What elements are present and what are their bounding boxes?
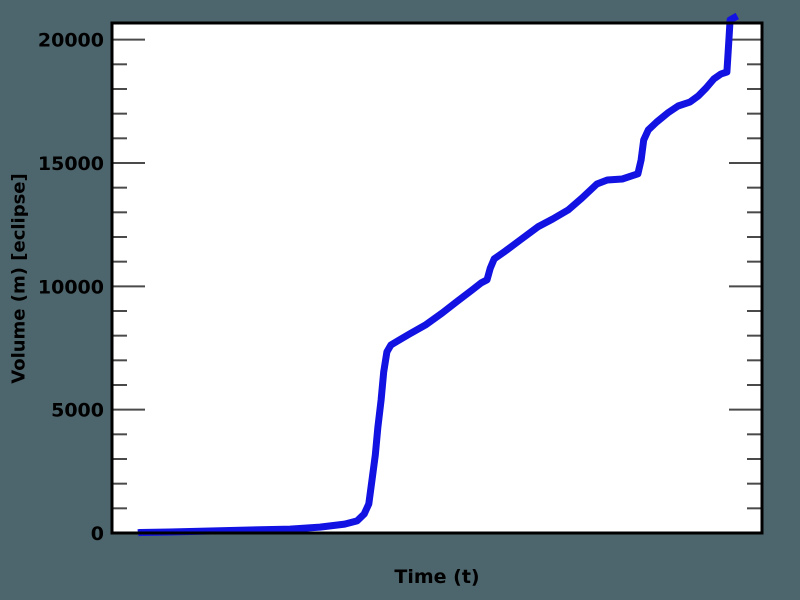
data-series-line: [136, 12, 739, 537]
y-tick-label: 0: [91, 523, 104, 545]
plot-frame: [110, 21, 764, 535]
x-axis-title: Time (t): [394, 566, 480, 588]
y-tick-label: 10000: [38, 276, 104, 298]
y-tick-label: 20000: [38, 30, 104, 52]
y-tick-label: 5000: [51, 400, 104, 422]
y-tick-label: 15000: [38, 153, 104, 175]
plot-area: [112, 23, 762, 533]
